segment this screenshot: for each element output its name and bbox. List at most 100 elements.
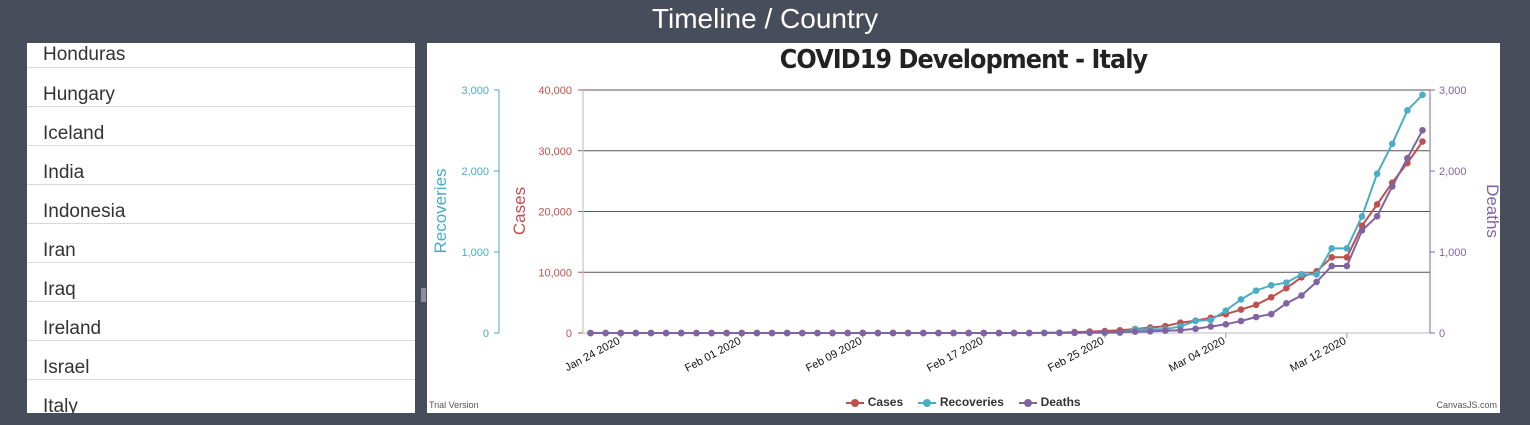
list-item[interactable]: Honduras — [27, 43, 415, 68]
page-title: Timeline / Country — [651, 3, 879, 34]
data-point-deaths — [980, 329, 988, 337]
x-tick-label: Mar 04 2020 — [1167, 335, 1227, 375]
data-point-recoveries — [1207, 316, 1215, 324]
data-point-deaths — [617, 329, 625, 337]
recoveries-tick-label: 3,000 — [461, 85, 489, 97]
data-point-deaths — [1116, 328, 1124, 336]
data-point-deaths — [1162, 327, 1169, 334]
data-point-recoveries — [1373, 170, 1381, 178]
data-point-deaths — [1298, 292, 1305, 299]
chart-panel: 0 10,000 20,000 30,000 40,000 Cases 0 1,000 2,00… — [427, 43, 1500, 413]
data-point-deaths — [814, 329, 821, 337]
country-name[interactable]: Hungary — [43, 84, 115, 105]
data-point-cases — [1419, 138, 1426, 145]
data-point-deaths — [950, 329, 957, 337]
data-point-recoveries — [1298, 271, 1305, 278]
x-tick-label: Feb 25 2020 — [1046, 335, 1106, 375]
cases-tick-label: 30,000 — [538, 146, 572, 158]
data-point-recoveries — [1283, 279, 1290, 286]
country-name[interactable]: Iceland — [43, 123, 105, 144]
country-name[interactable]: Israel — [43, 357, 90, 378]
legend-label: Recoveries — [939, 395, 1004, 409]
data-point-recoveries — [1419, 91, 1426, 99]
country-name[interactable]: India — [43, 162, 85, 183]
legend-marker — [846, 398, 865, 408]
data-point-deaths — [1328, 262, 1336, 270]
data-point-deaths — [1373, 212, 1381, 220]
chart-title: COVID19 Development - Italy — [779, 45, 1148, 75]
data-point-deaths — [798, 329, 806, 337]
data-point-cases — [1373, 201, 1381, 208]
chart-canvas: 0 10,000 20,000 30,000 40,000 Cases 0 1,000 2,00… — [431, 85, 1500, 375]
recoveries-axis-title: Recoveries — [431, 168, 450, 253]
x-tick-label: Feb 01 2020 — [683, 335, 743, 375]
list-item[interactable]: Indonesia — [27, 185, 415, 224]
country-name[interactable]: Indonesia — [43, 201, 126, 222]
legend-label: Deaths — [1040, 395, 1081, 409]
data-point-deaths — [768, 329, 776, 337]
legend-item-deaths[interactable]: Deaths — [1019, 395, 1081, 409]
recoveries-tick-label: 0 — [483, 328, 489, 340]
list-item[interactable]: Iran — [27, 224, 415, 263]
deaths-axis-title: Deaths — [1483, 184, 1500, 238]
list-item[interactable]: Iraq — [27, 263, 415, 302]
deaths-tick-label: 3,000 — [1439, 85, 1467, 97]
data-point-deaths — [859, 329, 867, 337]
data-point-cases — [1343, 253, 1351, 261]
cases-tick-label: 10,000 — [538, 267, 572, 279]
x-tick-label: Mar 12 2020 — [1288, 335, 1348, 375]
data-point-deaths — [587, 329, 594, 337]
data-point-deaths — [874, 329, 882, 337]
country-name[interactable]: Ireland — [43, 318, 102, 339]
country-name[interactable]: Italy — [43, 396, 78, 413]
data-point-deaths — [1252, 313, 1260, 321]
data-point-deaths — [1237, 317, 1245, 325]
list-item[interactable]: Israel — [27, 341, 415, 380]
list-item[interactable]: Iceland — [27, 107, 415, 146]
data-point-deaths — [723, 329, 730, 337]
splitter-handle[interactable] — [421, 288, 426, 302]
data-point-deaths — [1025, 329, 1033, 337]
data-point-deaths — [1056, 329, 1063, 337]
list-item[interactable]: India — [27, 146, 415, 185]
data-point-cases — [1283, 284, 1290, 292]
data-point-deaths — [708, 329, 715, 337]
data-point-deaths — [632, 329, 640, 337]
data-point-recoveries — [1328, 245, 1336, 252]
country-name[interactable]: Honduras — [43, 44, 126, 65]
cases-tick-label: 0 — [566, 328, 572, 340]
list-item[interactable]: Italy — [27, 380, 415, 413]
recoveries-tick-label: 1,000 — [461, 247, 489, 259]
cases-tick-label: 20,000 — [538, 207, 572, 219]
country-name[interactable]: Iraq — [43, 279, 76, 300]
data-point-recoveries — [1343, 245, 1351, 252]
data-point-deaths — [1071, 329, 1078, 337]
data-point-deaths — [1419, 126, 1426, 134]
list-item[interactable]: Ireland — [27, 302, 415, 341]
data-point-deaths — [1131, 328, 1139, 335]
legend-marker — [918, 398, 937, 408]
deaths-tick-label: 1,000 — [1439, 247, 1467, 259]
data-point-recoveries — [1222, 307, 1230, 314]
data-point-deaths — [662, 329, 670, 337]
list-item[interactable]: Hungary — [27, 68, 415, 107]
data-point-recoveries — [1252, 287, 1260, 294]
data-point-deaths — [1041, 329, 1048, 337]
credit-link[interactable]: CanvasJS.com — [1436, 400, 1497, 410]
country-list[interactable]: Honduras Hungary Iceland India Indonesia… — [27, 43, 415, 413]
recoveries-tick-label: 2,000 — [461, 166, 489, 178]
data-point-recoveries — [1237, 296, 1245, 303]
chart-legend: Cases Recoveries Deaths — [427, 395, 1500, 409]
legend-item-recoveries[interactable]: Recoveries — [918, 395, 1004, 409]
country-name[interactable]: Iran — [43, 240, 76, 261]
data-point-deaths — [1086, 329, 1093, 336]
trial-watermark: Trial Version — [429, 400, 479, 410]
data-point-deaths — [1358, 227, 1366, 234]
data-point-deaths — [889, 329, 897, 337]
data-point-deaths — [829, 329, 836, 337]
data-point-deaths — [904, 329, 912, 337]
deaths-tick-label: 0 — [1439, 328, 1445, 340]
data-point-cases — [1237, 306, 1245, 313]
data-point-deaths — [1222, 321, 1230, 328]
legend-item-cases[interactable]: Cases — [846, 395, 903, 409]
